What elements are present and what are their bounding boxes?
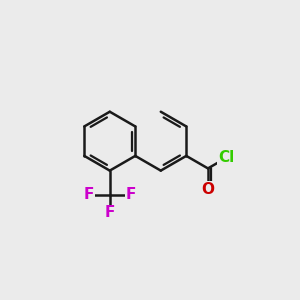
Text: Cl: Cl [218,150,234,165]
Text: F: F [83,187,94,202]
Text: F: F [126,187,136,202]
Text: O: O [202,182,214,197]
Text: F: F [105,205,115,220]
